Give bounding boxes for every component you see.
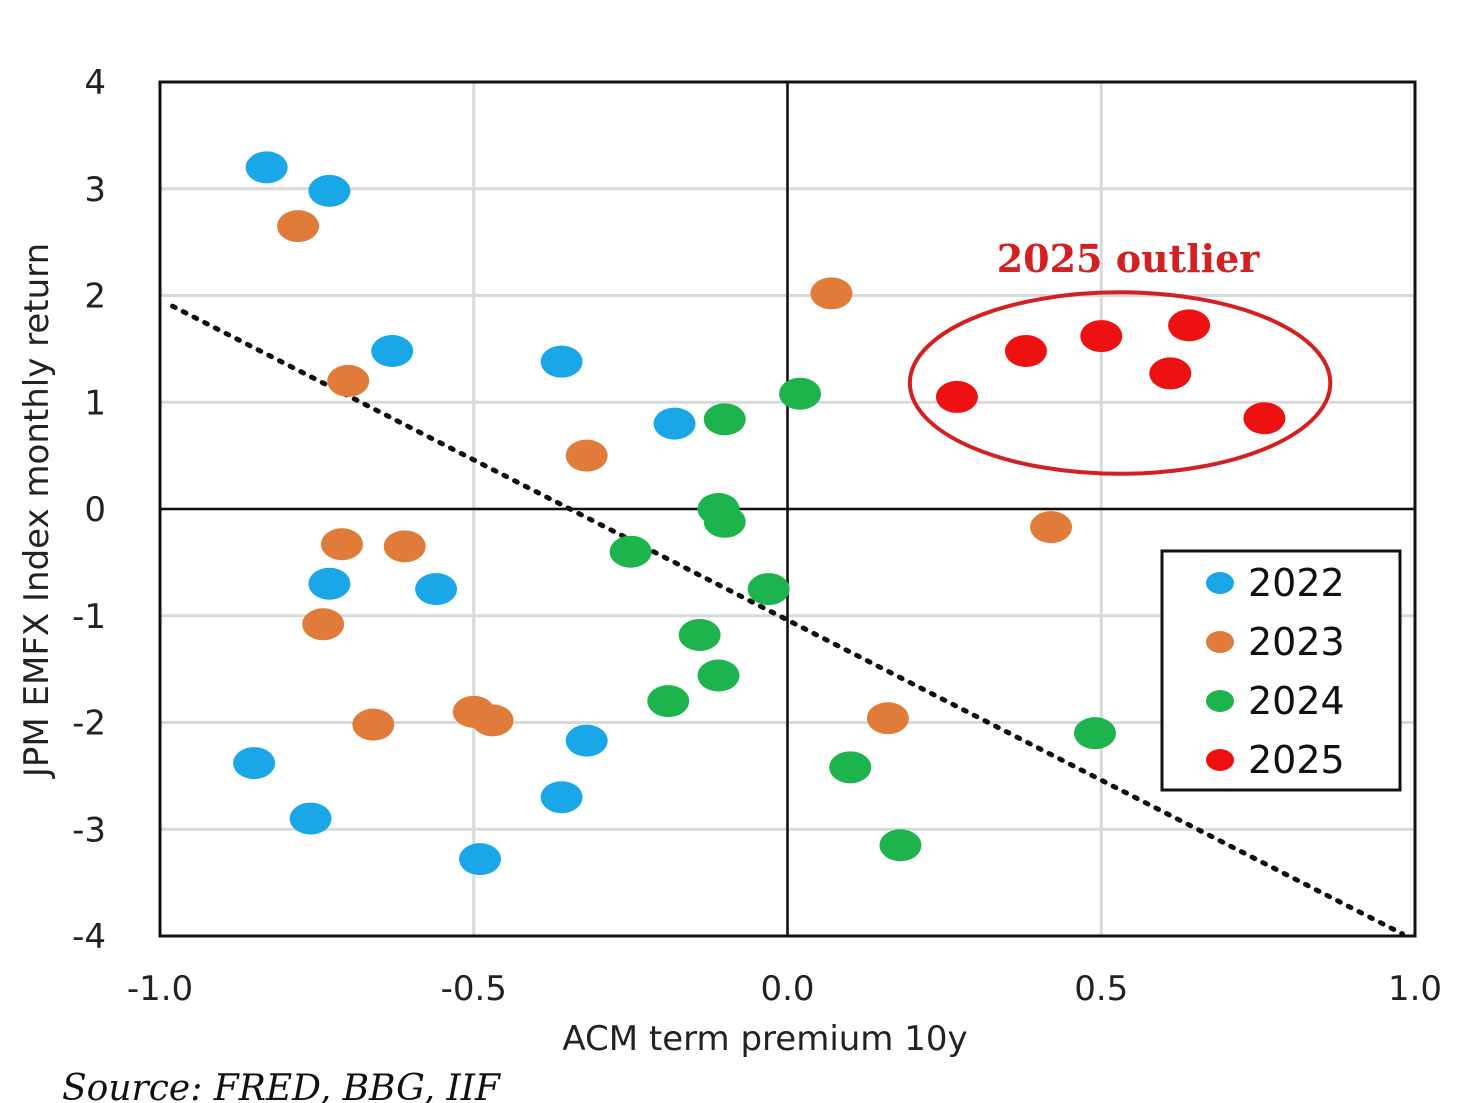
- x-tick-label: -0.5: [441, 969, 507, 1009]
- point-2023: [277, 210, 320, 243]
- point-2025: [1168, 309, 1211, 342]
- point-2024: [879, 829, 922, 862]
- legend-box: [1160, 549, 1402, 792]
- legend-label: 2022: [1248, 561, 1345, 605]
- axes: [158, 80, 1417, 938]
- outlier-circle: [907, 290, 1333, 476]
- x-tick-label: 0.0: [760, 969, 814, 1009]
- point-2022: [289, 802, 332, 835]
- y-tick-label: -3: [72, 810, 106, 850]
- point-2025: [1004, 335, 1047, 368]
- point-2023: [320, 528, 363, 561]
- point-2022: [459, 843, 502, 876]
- legend-label: 2025: [1248, 738, 1345, 782]
- annotation-group: 2025 outlier: [907, 236, 1333, 476]
- y-axis-title: JPM EMFX Index monthly return: [17, 243, 57, 779]
- point-2024: [609, 535, 652, 568]
- x-axis-title: ACM term premium 10y: [562, 1019, 967, 1059]
- y-tick-label: 0: [84, 490, 106, 530]
- trendline: [170, 303, 1405, 937]
- y-tick-label: -1: [72, 597, 106, 637]
- point-2024: [703, 505, 746, 538]
- legend-marker: [1206, 631, 1234, 653]
- point-2022: [415, 573, 458, 606]
- point-2023: [327, 364, 370, 397]
- trendline-group: [170, 303, 1405, 937]
- point-2025: [1243, 402, 1286, 435]
- y-tick-label: 1: [84, 383, 106, 423]
- y-tick-label: -4: [72, 917, 106, 957]
- point-2024: [697, 659, 740, 692]
- point-2023: [302, 608, 345, 641]
- point-2024: [647, 685, 690, 718]
- point-2022: [371, 335, 414, 368]
- point-2022: [308, 567, 351, 600]
- point-2023: [471, 704, 514, 737]
- point-2024: [829, 751, 872, 784]
- y-tick-label: -2: [72, 704, 106, 744]
- point-2025: [1080, 320, 1123, 353]
- data-points: [233, 151, 1286, 876]
- y-tick-label: 4: [84, 63, 106, 103]
- y-tick-label: 2: [84, 277, 106, 317]
- x-tick-label: 1.0: [1388, 969, 1442, 1009]
- source-note: Source: FRED, BBG, IIF: [62, 1068, 502, 1103]
- point-2022: [653, 407, 696, 440]
- point-2022: [565, 724, 608, 757]
- point-2022: [308, 174, 351, 207]
- y-tick-label: 3: [84, 170, 106, 210]
- point-2024: [678, 618, 721, 651]
- point-2023: [866, 702, 909, 735]
- point-2023: [383, 530, 426, 563]
- point-2024: [747, 573, 790, 606]
- point-2025: [935, 380, 978, 413]
- annotation-label: 2025 outlier: [997, 236, 1261, 281]
- point-2023: [565, 439, 608, 472]
- point-2024: [779, 377, 822, 410]
- point-2022: [233, 747, 276, 780]
- legend-marker: [1206, 690, 1234, 712]
- legend-label: 2024: [1248, 679, 1345, 723]
- point-2023: [1030, 511, 1073, 544]
- legend: 2022 2023 2024 2025: [1160, 549, 1402, 792]
- legend-marker: [1206, 749, 1234, 771]
- point-2022: [540, 345, 583, 378]
- legend-label: 2023: [1248, 620, 1345, 664]
- point-2022: [245, 151, 288, 184]
- point-2024: [703, 403, 746, 436]
- point-2024: [1073, 717, 1116, 750]
- point-2025: [1149, 357, 1192, 390]
- x-tick-label: 0.5: [1074, 969, 1128, 1009]
- point-2023: [352, 708, 395, 741]
- x-tick-label: -1.0: [127, 969, 193, 1009]
- legend-marker: [1206, 572, 1234, 594]
- point-2023: [810, 277, 853, 310]
- point-2022: [540, 781, 583, 814]
- tick-labels: -1.0 -0.5 0.0 0.5 1.0 4 3 2 1 0 -1 -2 -3 -4: [72, 63, 1442, 1009]
